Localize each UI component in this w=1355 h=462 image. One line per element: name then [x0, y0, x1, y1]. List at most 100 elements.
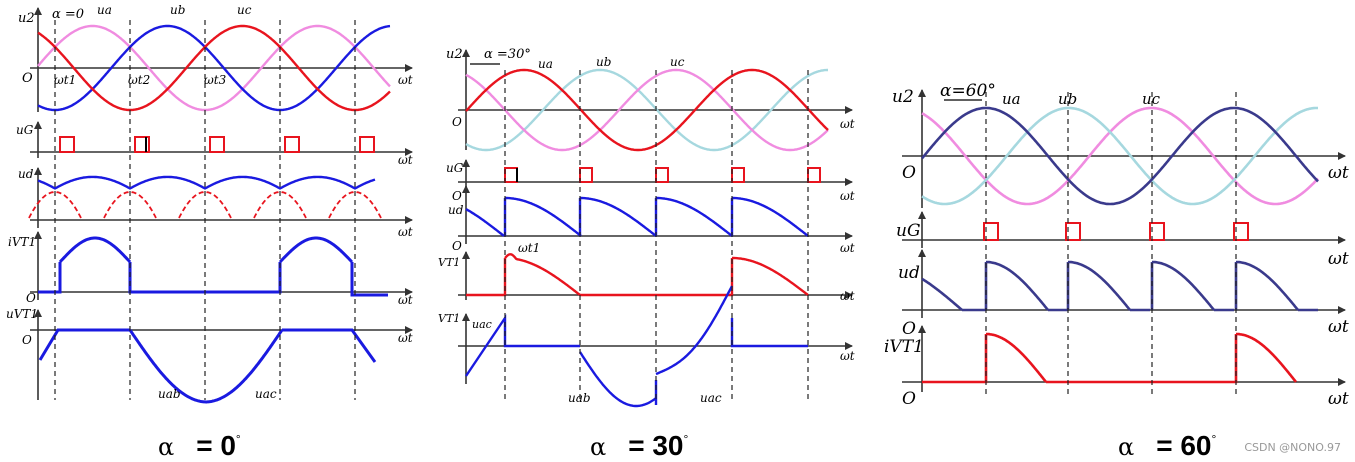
- gate-pulse: [209, 136, 225, 153]
- panel-a-uab-label: uab: [158, 387, 181, 401]
- panel-a-t3: ωt3: [204, 73, 227, 87]
- panel-a-wt-4: ωt: [398, 293, 413, 307]
- uc-curve: [921, 106, 1319, 206]
- panel-a-dashed-lines: [54, 20, 356, 400]
- ud-curve: [37, 175, 376, 190]
- caption-b-alpha: α: [590, 433, 607, 461]
- ud-segment: [1152, 260, 1215, 311]
- gate-pulse: [284, 136, 300, 153]
- panel-b-uab-label: uab: [568, 391, 591, 405]
- caption-c-alpha: α: [1118, 433, 1135, 461]
- ud-dashed-cap: [253, 191, 307, 219]
- caption-alpha-30: α = 30°: [590, 430, 688, 462]
- panel-c-ub-label: ub: [1058, 90, 1077, 108]
- panel-a-ivt1-label: iVT1: [8, 235, 36, 249]
- panel-a-y-label: u2: [18, 11, 35, 26]
- panel-c-curves: [921, 106, 1319, 384]
- caption-c-value: = 60: [1156, 430, 1212, 461]
- ua-curve: [921, 106, 1319, 206]
- ud-dashed-cap: [103, 191, 157, 219]
- ua-curve: [37, 24, 391, 112]
- panel-b-y-label: u2: [446, 47, 463, 62]
- ud-dashed-cap: [28, 191, 82, 219]
- panel-a-ud-label: ud: [18, 167, 34, 181]
- gate-pulse: [359, 136, 375, 153]
- gate-pulse: [983, 222, 999, 241]
- ivt1-pulse-1: [986, 332, 1048, 383]
- ud-segment: [732, 196, 809, 237]
- ivt1-pulse-1: [504, 253, 581, 296]
- ua-curve: [465, 68, 829, 152]
- panel-a-wt-1: ωt: [398, 73, 413, 87]
- panel-c-alpha-label: α=60°: [940, 81, 996, 101]
- uvt1-end: [282, 328, 377, 363]
- panel-c-uc-label: uc: [1142, 90, 1161, 108]
- gate-pulse: [1233, 222, 1249, 241]
- panel-b-origin-3: O: [452, 239, 462, 253]
- ivt1-rise: [922, 334, 988, 384]
- uc-curve: [37, 24, 391, 112]
- panel-b-uvt1-label: VT1: [438, 312, 460, 325]
- panel-b-t1: ωt1: [518, 241, 540, 255]
- ivt1-pulse-2: [1236, 332, 1298, 383]
- panel-a-alpha-label: α =0: [52, 7, 84, 22]
- panel-b-wt-5: ωt: [840, 349, 855, 363]
- ub-curve: [921, 106, 1318, 206]
- ivt1-pulse-2: [278, 236, 354, 264]
- uvt1-end: [730, 318, 808, 348]
- ud-segment: [580, 196, 657, 237]
- panel-a-uc-label: uc: [237, 3, 252, 17]
- ud-segment: [656, 196, 733, 237]
- panel-alpha-0: u2 α =0 ua ub uc O ωt1 ωt2 ωt3 ωt uG ωt …: [6, 3, 413, 404]
- panel-b-origin-2: O: [452, 189, 462, 203]
- ud-start: [921, 277, 963, 311]
- caption-a-deg: °: [235, 432, 241, 446]
- ud-segment: [1236, 260, 1299, 311]
- ud-dashed-cap: [328, 191, 382, 219]
- panel-a-uac-label: uac: [255, 387, 277, 401]
- panel-a-origin-3: O: [22, 333, 32, 347]
- watermark: CSDN @NONO.97: [1244, 441, 1341, 454]
- gate-pulse: [655, 167, 669, 183]
- gate-pulse: [731, 167, 745, 183]
- ud-segment-start: [465, 208, 505, 237]
- gate-pulse: [59, 136, 75, 153]
- ud-dashed-cap: [178, 191, 232, 219]
- panel-c-ua-label: ua: [1002, 90, 1021, 108]
- uc-curve: [465, 68, 829, 152]
- panel-c-wt-4: ωt: [1328, 389, 1349, 409]
- uvt1-uac: [655, 285, 734, 376]
- ivt1-rise: [466, 258, 507, 297]
- caption-a-alpha: α: [158, 433, 175, 461]
- gate-pulse: [1149, 222, 1165, 241]
- uvt1-uab: [128, 329, 207, 404]
- panel-a-curves: [28, 24, 391, 404]
- gate-pulse: [579, 167, 593, 183]
- panel-b-ug-label: uG: [446, 161, 464, 175]
- panel-alpha-30: u2 α =30° ua ub uc O ωt uG O ωt ud O ωt …: [438, 47, 855, 408]
- ivt1-tail: [350, 262, 388, 297]
- caption-alpha-0: α = 0°: [158, 430, 241, 462]
- ub-curve: [465, 68, 828, 152]
- caption-b-deg: °: [683, 432, 689, 446]
- panel-a-t1: ωt1: [54, 73, 76, 87]
- panel-c-origin-2: O: [902, 319, 916, 339]
- panel-b-uac-label: uac: [700, 391, 722, 405]
- panel-b-ub-label: ub: [596, 55, 611, 69]
- panel-b-wt-1: ωt: [840, 117, 855, 131]
- panel-c-origin: O: [902, 163, 916, 183]
- gate-pulse: [504, 167, 518, 183]
- gate-pulse: [807, 167, 821, 183]
- ivt1-rise-1: [38, 262, 62, 294]
- panel-b-uc-label: uc: [670, 55, 685, 69]
- panel-b-curves: [465, 68, 829, 408]
- panel-a-ug-label: uG: [16, 123, 34, 137]
- ivt1-pulse-1: [58, 236, 132, 264]
- panel-alpha-60: u2 α=60° ua ub uc O ωt uG ωt ud O ωt iVT…: [884, 81, 1349, 409]
- panel-a-ua-label: ua: [97, 3, 112, 17]
- panel-c-wt-2: ωt: [1328, 249, 1349, 269]
- panel-c-wt-1: ωt: [1328, 163, 1349, 183]
- caption-alpha-60: α = 60°: [1118, 430, 1216, 462]
- caption-c-deg: °: [1211, 432, 1217, 446]
